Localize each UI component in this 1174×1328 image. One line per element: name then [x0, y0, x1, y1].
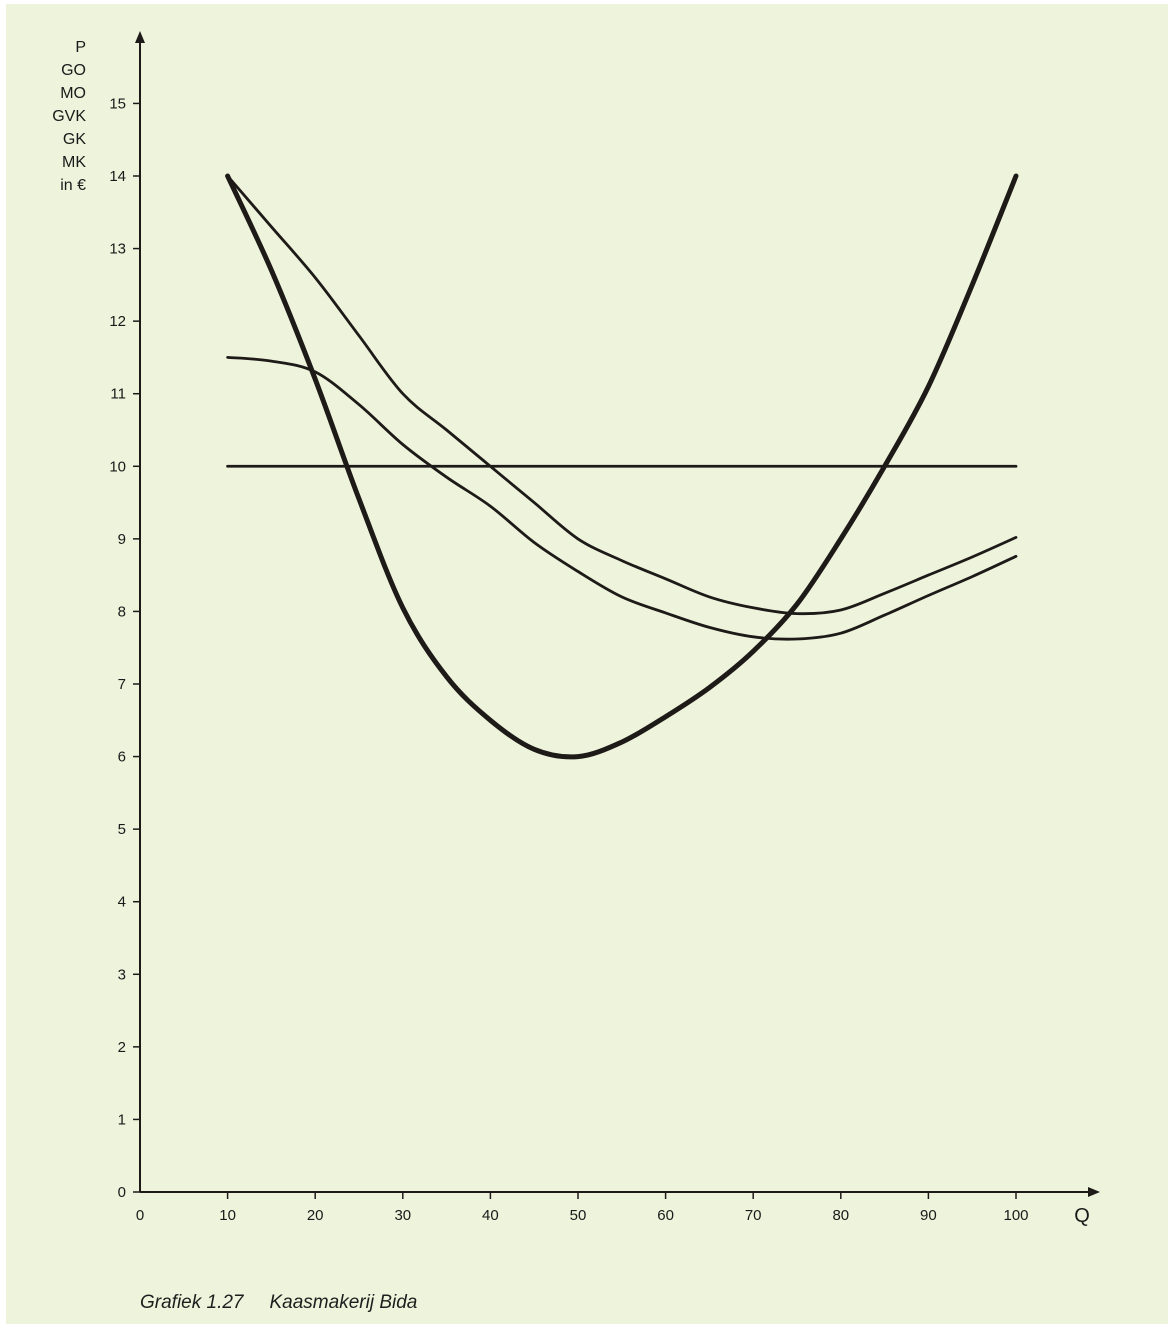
y-tick-label-8: 8 — [118, 603, 126, 620]
y-tick-label-1: 1 — [118, 1111, 126, 1128]
x-tick-label-10: 10 — [219, 1207, 236, 1224]
x-tick-label-30: 30 — [394, 1207, 411, 1224]
x-tick-label-60: 60 — [657, 1207, 674, 1224]
series-lines — [225, 173, 1019, 760]
series-line-4 — [225, 173, 1019, 760]
y-tick-label-12: 12 — [109, 313, 126, 330]
y-axis-title-line: GK — [63, 131, 86, 148]
y-tick-label-9: 9 — [118, 531, 126, 548]
y-tick-label-15: 15 — [109, 95, 126, 112]
x-tick-label-40: 40 — [482, 1207, 499, 1224]
y-axis-title-line: GVK — [52, 108, 86, 125]
y-tick-label-0: 0 — [118, 1184, 126, 1201]
y-axis-title-line: P — [75, 39, 86, 56]
x-axis-title: Q — [1074, 1205, 1090, 1227]
x-tick-label-0: 0 — [136, 1207, 144, 1224]
axes — [135, 31, 1100, 1197]
y-tick-label-7: 7 — [118, 676, 126, 693]
x-tick-label-100: 100 — [1003, 1207, 1028, 1224]
x-axis-ticks: 0 10 20 30 40 50 60 70 80 90 100 — [136, 1192, 1029, 1224]
series-line-2 — [226, 174, 1018, 616]
chart-panel — [6, 4, 1168, 1324]
x-tick-label-50: 50 — [570, 1207, 587, 1224]
y-axis-title-line: MO — [60, 85, 86, 102]
y-tick-label-3: 3 — [118, 966, 126, 983]
figure-caption: Grafiek 1.27 Kaasmakerij Bida — [140, 1292, 417, 1314]
x-tick-label-80: 80 — [832, 1207, 849, 1224]
y-tick-label-13: 13 — [109, 241, 126, 258]
x-tick-label-20: 20 — [307, 1207, 324, 1224]
y-tick-label-14: 14 — [109, 168, 126, 185]
y-tick-label-11: 11 — [110, 386, 126, 403]
y-axis-title-line: in € — [60, 177, 86, 194]
caption-text: Kaasmakerij Bida — [269, 1292, 418, 1313]
y-axis-title-line: MK — [62, 154, 86, 171]
y-axis-title: P GO MO GVK GK MK in € — [52, 39, 86, 194]
y-tick-label-6: 6 — [118, 749, 126, 766]
y-axis-arrow — [135, 31, 145, 43]
y-tick-label-2: 2 — [118, 1039, 126, 1056]
caption-label: Grafiek 1.27 — [140, 1292, 244, 1313]
x-tick-label-70: 70 — [745, 1207, 762, 1224]
x-tick-label-90: 90 — [920, 1207, 937, 1224]
y-axis-title-line: GO — [61, 62, 86, 79]
series-line-3 — [226, 356, 1018, 641]
x-axis-arrow — [1088, 1187, 1100, 1197]
y-tick-label-4: 4 — [118, 894, 126, 911]
y-tick-label-10: 10 — [109, 458, 126, 475]
y-tick-label-5: 5 — [118, 821, 126, 838]
